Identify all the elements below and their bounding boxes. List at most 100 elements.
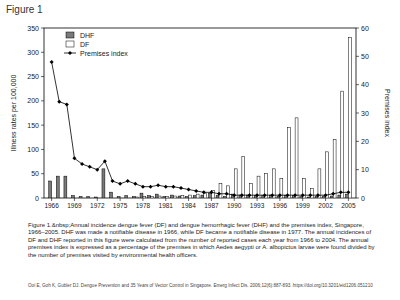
bar	[224, 197, 227, 198]
x-tick-label: 1990	[227, 202, 242, 209]
x-tick-label: 1966	[44, 202, 59, 209]
bar	[64, 176, 67, 198]
legend-swatch	[66, 41, 74, 47]
line-marker	[164, 185, 168, 189]
line-marker	[202, 190, 206, 194]
plot-marks	[49, 38, 352, 198]
x-tick-label: 1972	[90, 202, 105, 209]
y-tick-label: 250	[27, 73, 39, 80]
line-marker	[270, 193, 274, 197]
bar	[158, 196, 161, 198]
bar	[189, 195, 192, 198]
y-tick	[41, 76, 44, 77]
bar	[49, 181, 52, 198]
line-marker	[346, 190, 350, 194]
bar	[186, 197, 189, 198]
line-marker	[247, 193, 251, 197]
y2-tick-label: 60	[361, 25, 369, 32]
y-tick	[41, 28, 44, 29]
line-marker	[133, 182, 137, 186]
bar	[201, 195, 204, 198]
line-marker	[255, 193, 259, 197]
y-tick-label: 300	[27, 49, 39, 56]
bar	[79, 197, 82, 198]
bar	[288, 128, 291, 198]
x-tick-label: 1975	[113, 202, 128, 209]
y2-tick	[356, 28, 359, 29]
bar	[341, 91, 344, 198]
bar	[216, 196, 219, 198]
bar	[155, 194, 158, 198]
bar	[166, 197, 169, 198]
line-marker	[301, 193, 305, 197]
bar	[173, 196, 176, 198]
line-marker	[217, 192, 221, 196]
line-marker	[95, 168, 99, 172]
bar	[87, 197, 90, 198]
line-marker	[339, 190, 343, 194]
legend-label: Premises index	[80, 50, 128, 57]
x-tick	[211, 198, 212, 201]
line-marker	[88, 165, 92, 169]
y2-tick	[356, 141, 359, 142]
line-marker	[225, 192, 229, 196]
line-marker	[103, 159, 107, 163]
x-tick	[234, 198, 235, 201]
line-marker	[80, 162, 84, 166]
x-tick	[165, 198, 166, 201]
legend-label: DHF	[80, 32, 94, 39]
y2-tick	[356, 198, 359, 199]
y2-tick-label: 50	[361, 53, 369, 60]
line-marker	[232, 193, 236, 197]
bar	[140, 193, 143, 198]
bar	[338, 195, 341, 198]
y-tick-label: 350	[27, 25, 39, 32]
plot-frame	[44, 28, 356, 198]
line-marker	[209, 190, 213, 194]
bar	[307, 197, 310, 198]
y-tick	[41, 173, 44, 174]
line-marker	[293, 193, 297, 197]
bar	[348, 38, 351, 198]
bar	[181, 196, 184, 198]
x-tick	[142, 198, 143, 201]
y-tick	[41, 149, 44, 150]
y-axis-label: Illness rates per 100,000	[10, 75, 18, 152]
line-marker	[286, 193, 290, 197]
line-marker	[118, 182, 122, 186]
y2-tick	[356, 56, 359, 57]
x-tick-label: 2002	[318, 202, 333, 209]
bar	[295, 118, 298, 198]
bar	[242, 157, 245, 198]
bar	[219, 183, 222, 198]
bar	[345, 194, 348, 198]
line-marker	[65, 103, 69, 107]
line-marker	[156, 183, 160, 187]
x-tick-label: 1993	[250, 202, 265, 209]
bar	[132, 197, 135, 198]
bar	[117, 197, 120, 198]
y2-tick-label: 10	[361, 166, 369, 173]
line-marker	[126, 179, 130, 183]
bar	[333, 140, 336, 198]
line-marker	[331, 192, 335, 196]
line-marker	[240, 193, 244, 197]
bar	[143, 197, 146, 198]
line	[52, 62, 349, 195]
line-marker	[50, 60, 54, 64]
caption: Figure 1.&nbsp;Annual incidence dengue f…	[28, 222, 378, 259]
bar	[125, 196, 128, 198]
y2-tick	[356, 84, 359, 85]
line-marker	[316, 193, 320, 197]
y-tick	[41, 52, 44, 53]
y-tick-label: 0	[35, 195, 39, 202]
x-tick	[120, 198, 121, 201]
x-tick	[74, 198, 75, 201]
line-marker	[278, 193, 282, 197]
line-marker	[110, 179, 114, 183]
y2-axis-label: Premises index	[384, 89, 391, 137]
bar	[110, 192, 113, 198]
y2-tick-label: 30	[361, 110, 369, 117]
bar	[178, 196, 181, 198]
y-tick	[41, 198, 44, 199]
